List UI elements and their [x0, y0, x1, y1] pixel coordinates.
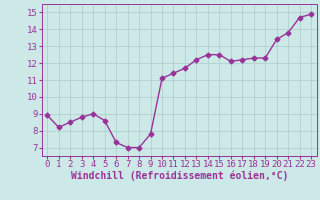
X-axis label: Windchill (Refroidissement éolien,°C): Windchill (Refroidissement éolien,°C)	[70, 171, 288, 181]
